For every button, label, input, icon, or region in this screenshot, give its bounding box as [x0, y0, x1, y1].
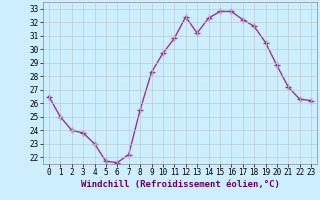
X-axis label: Windchill (Refroidissement éolien,°C): Windchill (Refroidissement éolien,°C) [81, 180, 279, 189]
